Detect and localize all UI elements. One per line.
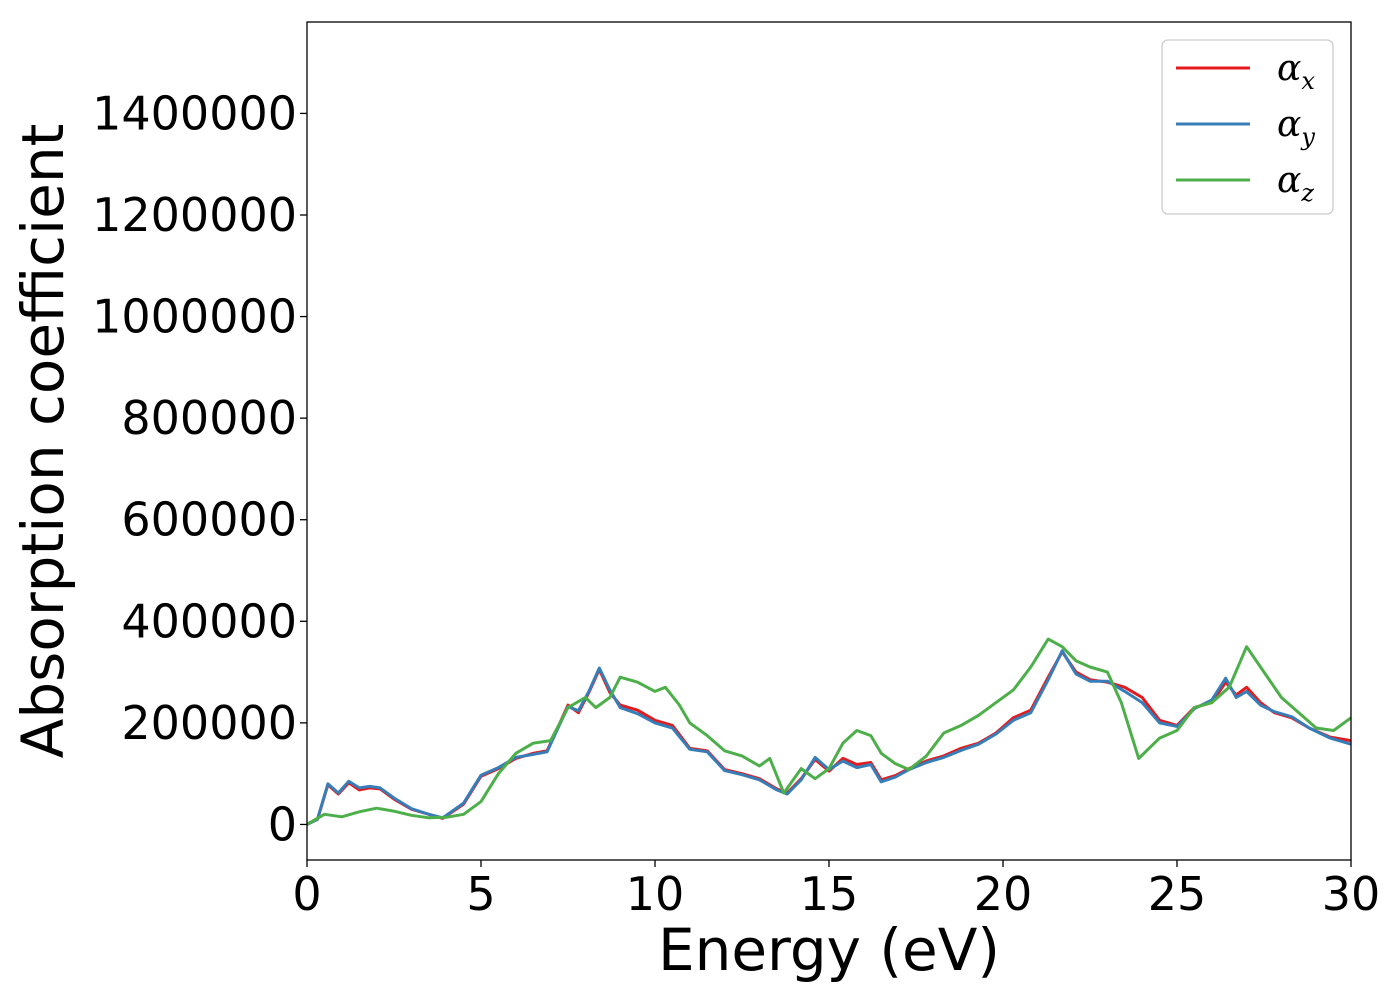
legend-label-alpha-z: αz: [1277, 160, 1314, 207]
series-line-alpha-x: [307, 650, 1351, 826]
x-tick-label: 10: [626, 867, 685, 921]
x-tick-label: 5: [466, 867, 495, 921]
y-tick-label: 600000: [121, 493, 297, 547]
y-tick-label: 1400000: [92, 86, 297, 140]
legend: αx αy αz: [1161, 39, 1334, 215]
y-tick-label: 400000: [121, 594, 297, 648]
y-axis-label: Absorption coefficient: [9, 124, 77, 759]
x-tick-label: 25: [1148, 867, 1207, 921]
legend-label-alpha-x: αx: [1277, 48, 1315, 95]
y-tick-label: 200000: [121, 696, 297, 750]
x-tick-label: 20: [974, 867, 1033, 921]
y-tick-label: 1000000: [92, 290, 297, 344]
series-line-alpha-y: [307, 649, 1351, 826]
series-line-alpha-z: [307, 637, 1351, 826]
x-tick-label: 0: [292, 867, 321, 921]
legend-frame: [1161, 39, 1334, 215]
x-tick-label: 30: [1322, 867, 1381, 921]
series-layer: [307, 637, 1351, 826]
legend-label-alpha-y: αy: [1277, 104, 1315, 151]
x-axis-ticks: 0 5 10 15 20 25 30: [292, 860, 1380, 921]
y-tick-label: 0: [268, 797, 297, 851]
x-axis-label: Energy (eV): [658, 916, 1000, 984]
x-tick-label: 15: [800, 867, 859, 921]
y-tick-label: 800000: [121, 391, 297, 445]
y-tick-label: 1200000: [92, 188, 297, 242]
y-axis-ticks: 0 200000 400000 600000 800000 1000000 1200000 1…: [92, 86, 307, 851]
